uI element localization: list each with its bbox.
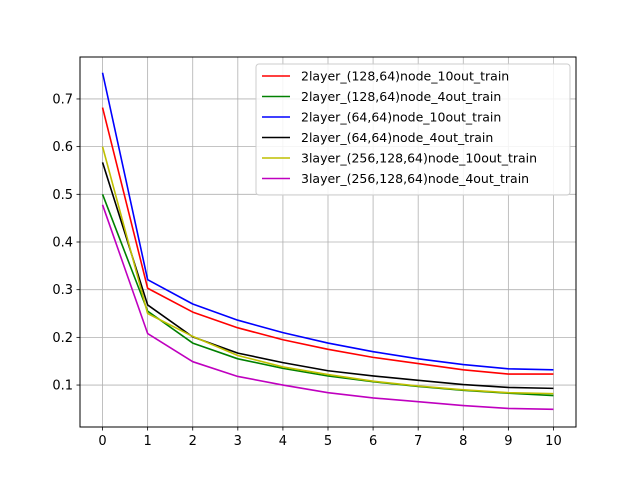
x-tick-label: 1 — [143, 434, 151, 449]
legend-box — [255, 63, 571, 196]
x-tick-label: 10 — [545, 434, 562, 449]
x-tick-label: 2 — [189, 434, 197, 449]
y-tick-label: 0.7 — [52, 92, 73, 107]
legend: 2layer_(128,64)node_10out_train 2layer_(1… — [255, 63, 571, 196]
series-line-1 — [101, 107, 554, 375]
legend-label-2: 2layer_(128,64)node_4out_train — [301, 89, 501, 104]
x-tick-label: 5 — [324, 434, 332, 449]
legend-label-6: 3layer_(256,128,64)node_4out_train — [301, 171, 529, 186]
legend-label-5: 3layer_(256,128,64)node_10out_train — [301, 151, 537, 166]
y-tick-label: 0.6 — [52, 140, 73, 155]
series-line-4 — [101, 162, 554, 390]
series-line-3 — [101, 72, 554, 371]
y-tick-label: 0.2 — [52, 331, 73, 346]
x-tick-label: 6 — [369, 434, 377, 449]
legend-label-1: 2layer_(128,64)node_10out_train — [301, 69, 509, 84]
x-tick-label: 0 — [98, 434, 106, 449]
series-line-5 — [101, 146, 554, 395]
y-tick-label: 0.1 — [52, 379, 73, 394]
y-tick-label: 0.5 — [52, 188, 73, 203]
y-tick-label: 0.3 — [52, 283, 73, 298]
legend-label-4: 2layer_(64,64)node_4out_train — [301, 130, 493, 145]
x-tick-label: 4 — [279, 434, 287, 449]
x-tick-label: 8 — [459, 434, 467, 449]
x-tick-label: 7 — [414, 434, 422, 449]
y-tick-label: 0.4 — [52, 236, 73, 251]
series-line-6 — [101, 204, 554, 411]
x-tick-label: 3 — [234, 434, 242, 449]
legend-label-3: 2layer_(64,64)node_10out_train — [301, 110, 501, 125]
x-tick-label: 9 — [504, 434, 512, 449]
tick-layer: 0 1 2 3 4 5 6 7 8 9 10 0.1 0.2 0.3 0.4 0.5 0.6 0.7 — [52, 92, 561, 449]
series-layer — [101, 72, 554, 411]
